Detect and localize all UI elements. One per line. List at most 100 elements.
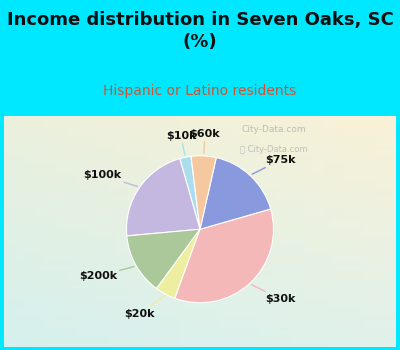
Bar xyxy=(10,116,17,346)
Bar xyxy=(4,339,396,343)
Bar xyxy=(4,270,396,273)
Bar xyxy=(4,246,396,250)
Bar xyxy=(96,116,102,346)
Bar xyxy=(37,116,43,346)
Wedge shape xyxy=(127,229,200,288)
Bar xyxy=(63,116,69,346)
Bar xyxy=(115,116,122,346)
Bar xyxy=(200,116,206,346)
Wedge shape xyxy=(180,156,200,229)
Bar xyxy=(4,262,396,266)
Bar xyxy=(4,116,396,119)
Bar xyxy=(4,116,10,346)
Bar xyxy=(4,312,396,316)
Bar xyxy=(30,116,37,346)
Bar xyxy=(4,139,396,142)
Bar xyxy=(4,146,396,150)
Text: City-Data.com: City-Data.com xyxy=(242,125,306,134)
Bar xyxy=(4,185,396,189)
Bar xyxy=(233,116,239,346)
Bar xyxy=(4,193,396,196)
Bar xyxy=(390,116,396,346)
Bar xyxy=(24,116,30,346)
Bar xyxy=(122,116,128,346)
Bar xyxy=(4,266,396,270)
Bar xyxy=(69,116,76,346)
Bar xyxy=(265,116,272,346)
Bar xyxy=(304,116,311,346)
Bar xyxy=(4,331,396,335)
Wedge shape xyxy=(156,229,200,298)
Bar xyxy=(4,166,396,169)
Bar xyxy=(4,158,396,162)
Text: $60k: $60k xyxy=(190,129,220,154)
Bar xyxy=(4,177,396,181)
Text: $200k: $200k xyxy=(79,267,134,281)
Bar xyxy=(141,116,148,346)
Bar xyxy=(4,173,396,177)
Bar xyxy=(4,169,396,173)
Bar xyxy=(4,154,396,158)
Bar xyxy=(4,323,396,327)
Bar xyxy=(4,223,396,227)
Bar xyxy=(318,116,324,346)
Bar xyxy=(337,116,344,346)
Bar xyxy=(370,116,376,346)
Bar xyxy=(167,116,174,346)
Bar xyxy=(246,116,252,346)
Bar xyxy=(4,335,396,339)
Bar xyxy=(344,116,350,346)
Bar xyxy=(161,116,167,346)
Bar xyxy=(278,116,285,346)
Text: $75k: $75k xyxy=(252,155,296,174)
Bar xyxy=(4,281,396,285)
Bar xyxy=(4,208,396,212)
Bar xyxy=(4,316,396,320)
Bar xyxy=(272,116,278,346)
Bar xyxy=(56,116,63,346)
Bar xyxy=(17,116,24,346)
Text: ⓘ City-Data.com: ⓘ City-Data.com xyxy=(240,146,307,154)
Bar xyxy=(102,116,108,346)
Bar xyxy=(174,116,180,346)
Bar xyxy=(4,150,396,154)
Text: $10k: $10k xyxy=(166,131,196,155)
Bar xyxy=(4,123,396,127)
Bar xyxy=(4,258,396,262)
Bar xyxy=(4,127,396,131)
Wedge shape xyxy=(126,159,200,236)
Wedge shape xyxy=(200,158,271,229)
Wedge shape xyxy=(175,209,274,303)
Bar xyxy=(187,116,194,346)
Bar xyxy=(363,116,370,346)
Bar xyxy=(76,116,82,346)
Bar xyxy=(285,116,292,346)
Bar xyxy=(128,116,135,346)
Bar xyxy=(383,116,390,346)
Bar xyxy=(4,343,396,346)
Bar xyxy=(252,116,259,346)
Text: $100k: $100k xyxy=(83,170,138,187)
Bar xyxy=(206,116,213,346)
Bar xyxy=(311,116,318,346)
Text: $20k: $20k xyxy=(124,296,164,318)
Bar xyxy=(298,116,304,346)
Bar xyxy=(331,116,337,346)
Bar xyxy=(4,135,396,139)
Bar xyxy=(4,250,396,254)
Bar xyxy=(4,304,396,308)
Bar xyxy=(324,116,331,346)
Bar xyxy=(239,116,246,346)
Bar xyxy=(180,116,187,346)
Bar xyxy=(226,116,233,346)
Bar xyxy=(259,116,265,346)
Bar xyxy=(4,231,396,235)
Bar xyxy=(4,216,396,219)
Bar xyxy=(82,116,89,346)
Bar xyxy=(43,116,50,346)
Bar xyxy=(376,116,383,346)
Bar xyxy=(4,212,396,216)
Bar xyxy=(4,300,396,304)
Bar xyxy=(4,181,396,185)
Bar xyxy=(4,296,396,300)
